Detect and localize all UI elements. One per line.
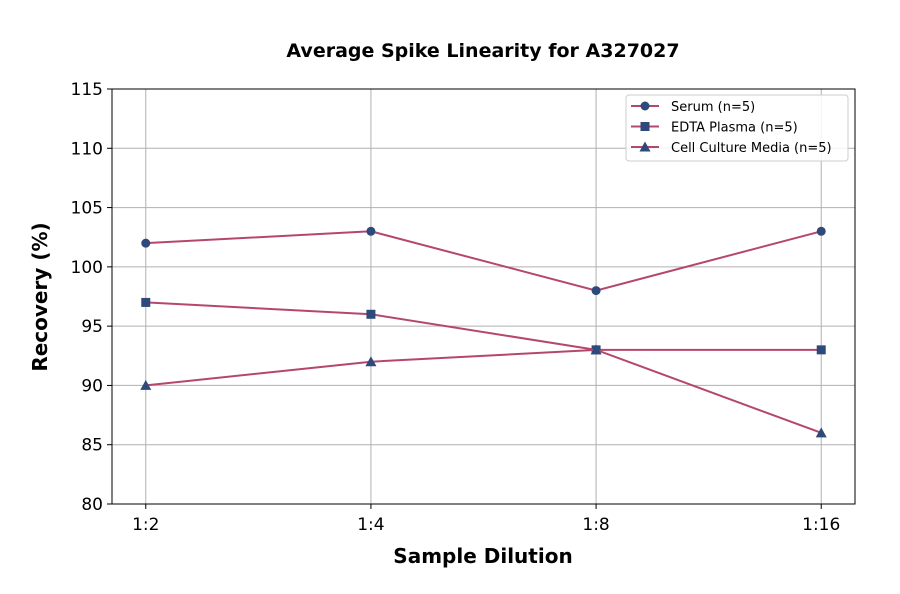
- y-tick-label: 80: [81, 495, 103, 515]
- y-tick-label: 110: [71, 139, 103, 159]
- x-tick-label: 1:2: [132, 515, 159, 535]
- data-point: [816, 345, 826, 355]
- legend-marker: [639, 141, 651, 152]
- series-line: [145, 230, 822, 292]
- legend-box: [625, 94, 849, 162]
- series-2: [140, 344, 827, 438]
- legend-label: Cell Culture Media (n=5): [671, 141, 832, 156]
- legend: Serum (n=5) EDTA Plasma (n=5) Cell Culture…: [625, 94, 849, 162]
- data-point: [141, 238, 151, 248]
- data-point: [591, 286, 601, 296]
- x-axis-label: Sample Dilution: [393, 544, 572, 568]
- data-point: [366, 226, 376, 236]
- data-point: [140, 379, 152, 390]
- y-axis-label: Recovery (%): [28, 222, 52, 371]
- y-tick-label: 105: [71, 199, 103, 219]
- legend-label: EDTA Plasma (n=5): [671, 121, 798, 136]
- y-tick-label: 90: [81, 376, 103, 396]
- series-line: [145, 301, 822, 351]
- plot-frame: [111, 88, 856, 505]
- x-tick-label: 1:8: [582, 515, 609, 535]
- x-tick-label: 1:4: [357, 515, 384, 535]
- data-point: [815, 427, 827, 438]
- y-tick-label: 85: [81, 436, 103, 456]
- y-tick-label: 95: [81, 317, 103, 337]
- legend-marker: [640, 101, 650, 111]
- data-point: [590, 344, 602, 355]
- chart-title: Average Spike Linearity for A327027: [286, 40, 679, 62]
- y-tick-label: 100: [71, 258, 103, 278]
- data-point: [366, 309, 376, 319]
- legend-marker: [640, 122, 650, 131]
- legend-label: Serum (n=5): [671, 100, 755, 115]
- data-point: [816, 226, 826, 236]
- data-point: [141, 297, 151, 307]
- data-point: [365, 356, 377, 367]
- y-tick-label: 115: [71, 80, 103, 100]
- series-line: [145, 348, 822, 434]
- x-tick-label: 1:16: [802, 515, 840, 535]
- series-0: [141, 226, 826, 296]
